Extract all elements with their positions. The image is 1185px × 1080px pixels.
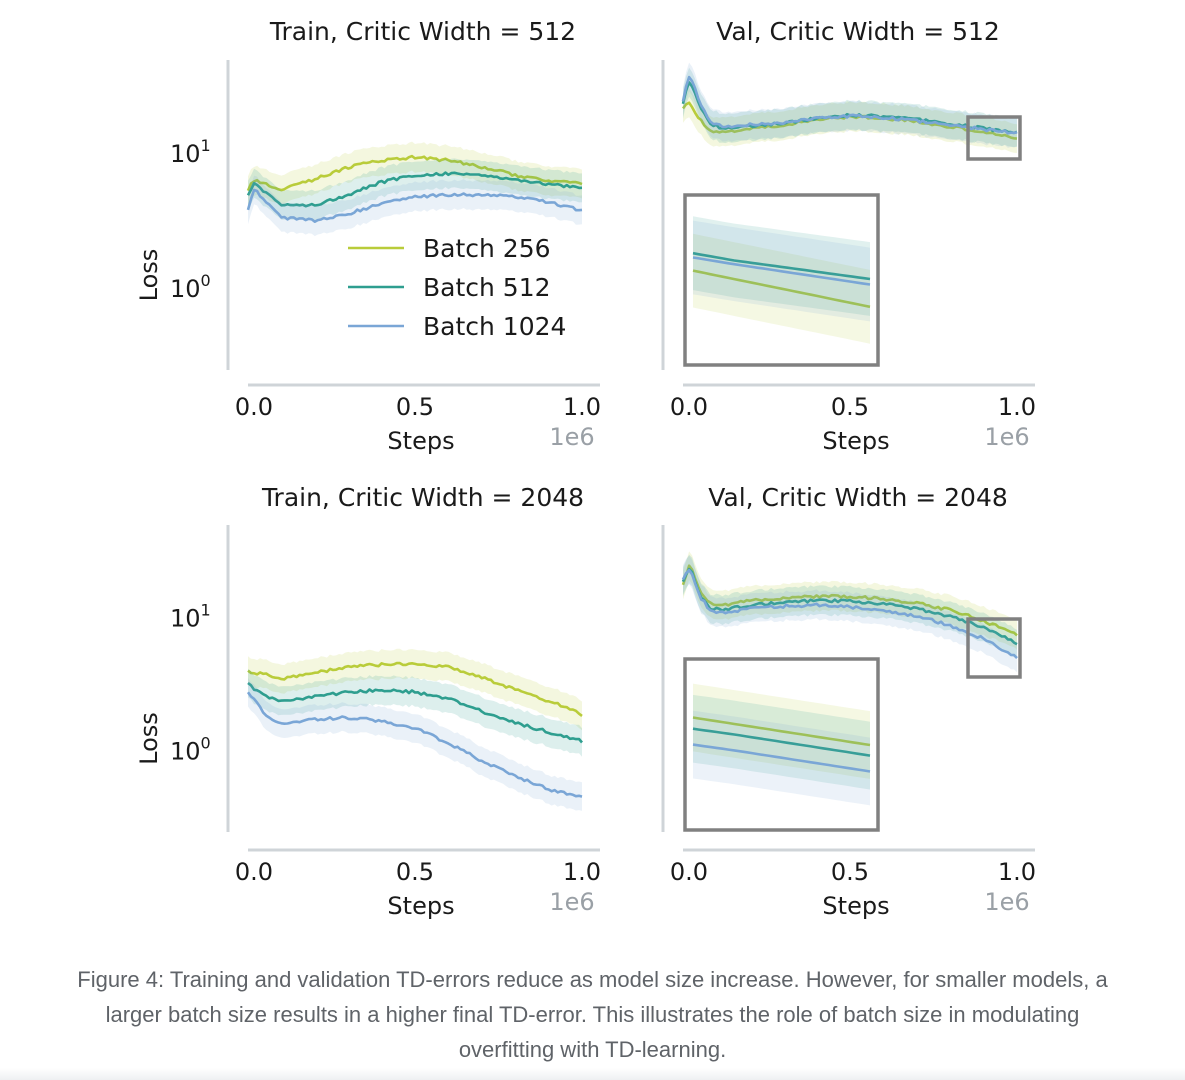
inset-line-batch-1024 [692, 743, 871, 773]
series-group [246, 648, 583, 811]
line-batch-512 [247, 681, 583, 744]
x-offset-label: 1e6 [984, 423, 1029, 451]
chart-train-2048: Train, Critic Width = 2048 0.0 0.5 1.0 Steps… [135, 483, 601, 920]
x-tick-label: 0.5 [831, 858, 869, 886]
series-group [681, 551, 1018, 673]
inset-frame [683, 657, 880, 832]
line-batch-1024 [681, 75, 1018, 135]
x-tick-label: 0.0 [235, 393, 273, 421]
band-batch-512 [248, 668, 582, 757]
x-tick-label: 0.0 [670, 858, 708, 886]
line-batch-256 [681, 564, 1018, 637]
band-batch-1024 [683, 62, 1017, 148]
line-batch-512 [681, 567, 1018, 646]
x-tick-label: 1.0 [563, 858, 601, 886]
bottom-fade [0, 1068, 1185, 1080]
legend: Batch 256 Batch 512 Batch 1024 [348, 234, 566, 341]
line-batch-512 [246, 171, 583, 208]
y-tick-label: 101 [170, 136, 211, 168]
zoom-region-box [966, 617, 1022, 679]
x-offset-label: 1e6 [549, 888, 594, 916]
inset-line-batch-512 [692, 727, 871, 757]
caption-line-1-text: Training and validation TD-errors reduce… [164, 967, 1108, 992]
legend-label-batch-512: Batch 512 [423, 273, 551, 302]
chart-title: Train, Critic Width = 2048 [261, 483, 584, 512]
caption-line-1: Figure 4: Training and validation TD-err… [0, 962, 1185, 997]
x-tick-label: 1.0 [563, 393, 601, 421]
figure-4: Train, Critic Width = 512 0.0 0.5 1.0 Steps 1… [135, 17, 1036, 920]
inset-line-batch-1024 [692, 256, 871, 286]
line-batch-1024 [246, 188, 583, 223]
line-batch-256 [246, 154, 583, 192]
inset-frame [683, 193, 880, 367]
band-batch-1024 [248, 175, 582, 237]
line-batch-1024 [681, 568, 1018, 660]
band-batch-512 [248, 158, 582, 221]
chart-title: Val, Critic Width = 2048 [708, 483, 1008, 512]
series-group [246, 141, 583, 237]
chart-val-2048: Val, Critic Width = 2048 0.0 0.5 1.0 Steps 1e… [661, 483, 1036, 920]
chart-title: Val, Critic Width = 512 [716, 17, 1000, 46]
inset-plot [683, 657, 880, 832]
x-tick-label: 0.0 [235, 858, 273, 886]
x-tick-label: 0.5 [396, 393, 434, 421]
chart-train-512: Train, Critic Width = 512 0.0 0.5 1.0 Steps 1… [135, 17, 601, 455]
chart-title: Train, Critic Width = 512 [269, 17, 576, 46]
x-axis-label: Steps [387, 427, 454, 455]
inset-plot [683, 193, 880, 367]
y-tick-label: 100 [170, 271, 211, 303]
chart-val-512: Val, Critic Width = 512 0.0 0.5 1.0 Steps 1e6 [661, 17, 1036, 455]
x-axis-label: Steps [822, 892, 889, 920]
x-tick-label: 0.0 [670, 393, 708, 421]
legend-label-batch-1024: Batch 1024 [423, 312, 566, 341]
legend-label-batch-256: Batch 256 [423, 234, 551, 263]
x-tick-label: 0.5 [396, 858, 434, 886]
caption-line-2: larger batch size results in a higher fi… [105, 1002, 1080, 1027]
line-batch-1024 [246, 691, 583, 798]
band-batch-1024 [683, 555, 1017, 673]
x-tick-label: 0.5 [831, 393, 869, 421]
x-tick-label: 1.0 [998, 858, 1036, 886]
x-tick-label: 1.0 [998, 393, 1036, 421]
y-tick-label: 101 [170, 600, 211, 632]
inset-line-batch-512 [692, 251, 871, 281]
y-tick-label: 100 [170, 734, 211, 766]
caption-label: Figure 4: [77, 967, 165, 992]
x-axis-label: Steps [387, 892, 454, 920]
x-offset-label: 1e6 [984, 888, 1029, 916]
series-group [681, 62, 1018, 153]
caption-line-3: overfitting with TD-learning. [458, 1037, 727, 1062]
line-batch-256 [247, 661, 583, 717]
y-axis-label: Loss [135, 712, 163, 765]
band-batch-256 [248, 141, 582, 206]
band-batch-256 [683, 88, 1017, 153]
inset-line-batch-256 [692, 716, 871, 747]
y-axis-label: Loss [135, 249, 163, 302]
x-axis-label: Steps [822, 427, 889, 455]
x-offset-label: 1e6 [549, 423, 594, 451]
zoom-region-box [966, 115, 1022, 161]
inset-line-batch-256 [692, 269, 871, 309]
figure-caption: Figure 4: Training and validation TD-err… [0, 962, 1185, 1067]
band-batch-1024 [248, 677, 582, 811]
band-batch-512 [683, 67, 1017, 148]
